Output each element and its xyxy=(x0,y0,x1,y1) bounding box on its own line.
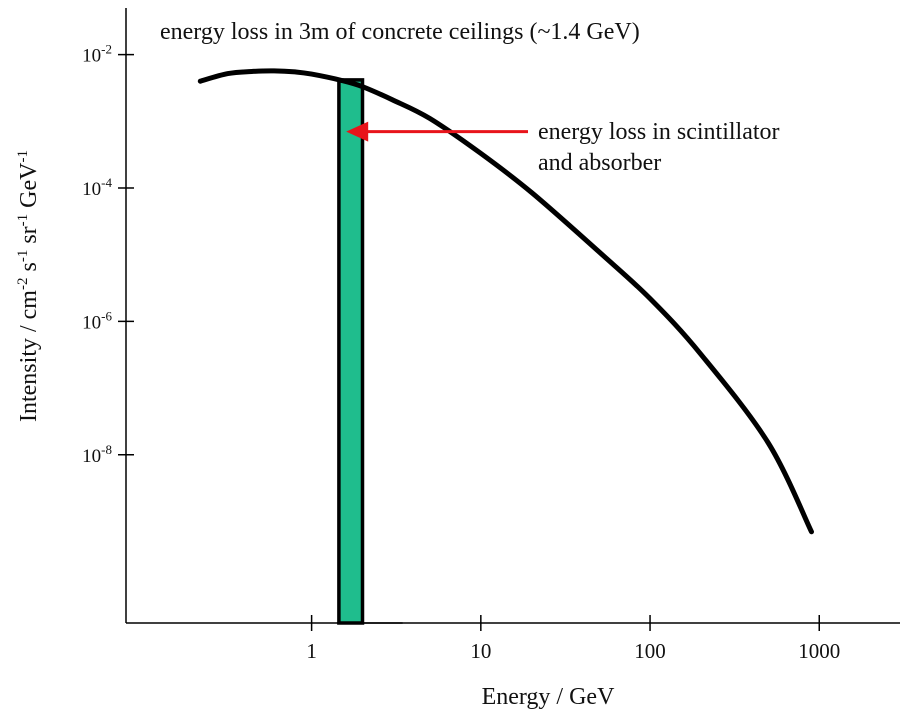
x-axis-title: Energy / GeV xyxy=(482,684,616,710)
y-tick-label: 10-4 xyxy=(82,175,112,200)
x-tick-label: 10 xyxy=(470,639,491,663)
y-axis: 10-2 10-4 10-6 10-8 xyxy=(82,8,134,623)
x-axis: 1 10 100 1000 xyxy=(126,615,900,663)
annotation-text-line-2: and absorber xyxy=(538,150,661,176)
annotation: energy loss in scintillator and absorber xyxy=(346,119,780,176)
chart-title: energy loss in 3m of concrete ceilings (… xyxy=(160,19,640,45)
y-tick-label: 10-6 xyxy=(82,308,112,333)
y-tick-label: 10-2 xyxy=(82,42,112,67)
annotation-text-line-1: energy loss in scintillator xyxy=(538,119,780,145)
annotation-arrowhead xyxy=(346,121,369,142)
energy-band xyxy=(337,78,365,625)
y-axis-title: Intensity / cm-2 s-1 sr-1 GeV-1 xyxy=(15,150,42,422)
y-tick-label: 10-8 xyxy=(82,442,112,467)
x-tick-label: 100 xyxy=(634,639,666,663)
intensity-curve xyxy=(197,68,814,535)
x-tick-label: 1 xyxy=(306,639,317,663)
x-tick-label: 1000 xyxy=(798,639,840,663)
plot-area xyxy=(197,68,814,625)
